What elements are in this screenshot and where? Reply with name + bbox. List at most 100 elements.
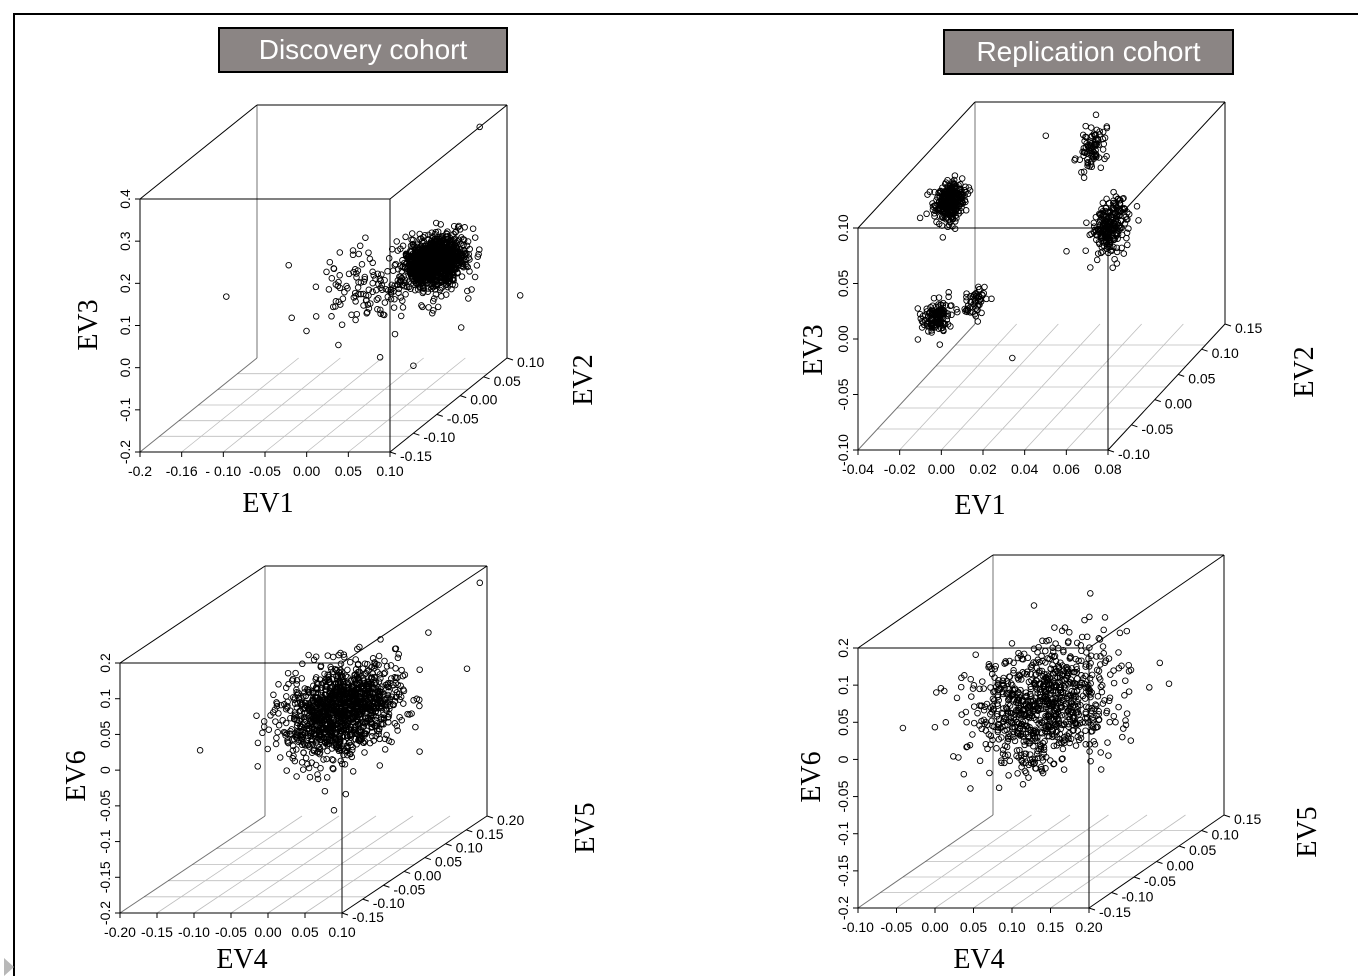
data-point	[1021, 767, 1029, 775]
data-point	[1125, 667, 1133, 675]
data-point	[1110, 667, 1117, 674]
data-point	[463, 262, 470, 269]
data-point	[1019, 781, 1027, 788]
data-point	[967, 785, 974, 792]
data-point	[1099, 643, 1107, 650]
data-point	[1101, 614, 1109, 621]
x-tick-label: 0.15	[1037, 919, 1064, 935]
data-point	[968, 693, 975, 700]
data-point	[1087, 590, 1094, 597]
discovery-cohort-header: Discovery cohort	[218, 27, 508, 73]
data-point	[899, 724, 907, 732]
data-point	[1082, 727, 1089, 734]
data-point	[974, 709, 981, 717]
data-point	[958, 711, 965, 718]
box-edge	[389, 357, 508, 453]
data-point	[1083, 649, 1090, 656]
x-tick-label: 0.05	[335, 463, 362, 479]
data-point	[933, 689, 940, 696]
x-axis-title: EV4	[953, 944, 1004, 975]
corner-arrow-icon	[4, 958, 14, 976]
data-point	[1098, 688, 1106, 696]
data-point	[953, 694, 961, 702]
data-point	[955, 754, 962, 761]
data-point	[466, 268, 473, 275]
data-point	[402, 233, 409, 241]
data-point	[1119, 733, 1126, 741]
x-tick-label: -0.2	[128, 463, 152, 479]
data-point	[1030, 602, 1038, 609]
data-point	[1008, 640, 1016, 647]
data-point	[1106, 718, 1113, 726]
x-tick-label: 0.20	[1075, 919, 1102, 935]
data-point	[455, 222, 463, 230]
data-point	[1121, 692, 1128, 699]
x-tick-label: -0.05	[881, 919, 913, 935]
y-tick-mark	[1178, 845, 1186, 849]
x-tick-label: 0.10	[998, 919, 1025, 935]
data-point	[1093, 653, 1100, 660]
x-tick-label: -0.16	[166, 463, 198, 479]
y-tick-label: -0.10	[423, 429, 455, 445]
y-tick-label: -0.05	[1144, 873, 1176, 889]
z-tick-label: 0.2	[835, 638, 851, 658]
data-point	[976, 757, 984, 765]
y-tick-label: 0.10	[517, 354, 544, 370]
data-point	[1059, 745, 1067, 753]
y-tick-mark	[1133, 876, 1141, 880]
data-point	[425, 231, 432, 239]
z-axis-title: EV3	[73, 299, 104, 350]
z-tick-label: 0.2	[117, 273, 133, 293]
data-point	[1122, 677, 1129, 684]
data-point	[993, 745, 1000, 752]
data-point	[970, 703, 978, 710]
z-tick-label: 0.3	[117, 231, 133, 251]
data-point	[437, 221, 444, 228]
data-point	[1097, 683, 1105, 691]
y-tick-label: -0.15	[1099, 904, 1131, 920]
data-point	[451, 281, 459, 289]
data-point	[450, 222, 458, 230]
z-tick-label: -0.2	[117, 440, 133, 464]
data-point	[960, 770, 968, 778]
y-tick-mark	[389, 451, 397, 455]
data-point	[970, 719, 978, 727]
data-point	[967, 675, 974, 683]
replication-cohort-header: Replication cohort	[943, 29, 1234, 75]
data-point	[1165, 680, 1173, 687]
box-edge	[857, 554, 994, 649]
y-axis-title: EV5	[1292, 806, 1323, 857]
data-point	[1115, 703, 1122, 711]
data-point	[1042, 647, 1049, 655]
x-tick-label: - 0.10	[205, 463, 241, 479]
data-point	[1110, 679, 1118, 687]
y-tick-mark	[1223, 814, 1231, 818]
discovery-ev123-scatter: -0.2 -0.16- 0.10 -0.05 0.00 0.05 0.10-0.15-0.…	[73, 104, 599, 519]
z-tick-label: -0.1	[835, 821, 851, 845]
data-point	[1039, 637, 1046, 645]
data-point	[1006, 757, 1014, 765]
data-point	[1047, 757, 1054, 764]
data-point	[1025, 774, 1032, 781]
data-point	[458, 273, 466, 280]
y-tick-label: 0.05	[494, 373, 521, 389]
data-point	[1097, 766, 1105, 773]
data-point	[476, 246, 483, 253]
z-tick-label: -0.1	[117, 398, 133, 422]
data-point	[980, 685, 987, 692]
data-point	[1005, 772, 1012, 779]
data-point	[1095, 667, 1103, 675]
data-point	[1027, 663, 1035, 671]
y-tick-label: 0.00	[1167, 858, 1194, 874]
y-tick-label: -0.10	[1122, 889, 1154, 905]
data-point	[1086, 613, 1093, 621]
data-point	[1060, 766, 1068, 773]
x-tick-label: 0.05	[960, 919, 987, 935]
data-point	[1086, 741, 1093, 748]
x-tick-label: -0.10	[842, 919, 874, 935]
data-point	[468, 286, 475, 293]
data-point	[1099, 682, 1106, 689]
z-tick-label: 0.0	[117, 358, 133, 378]
z-tick-label: -0.15	[835, 855, 851, 887]
x-tick-label: 0.00	[293, 463, 320, 479]
